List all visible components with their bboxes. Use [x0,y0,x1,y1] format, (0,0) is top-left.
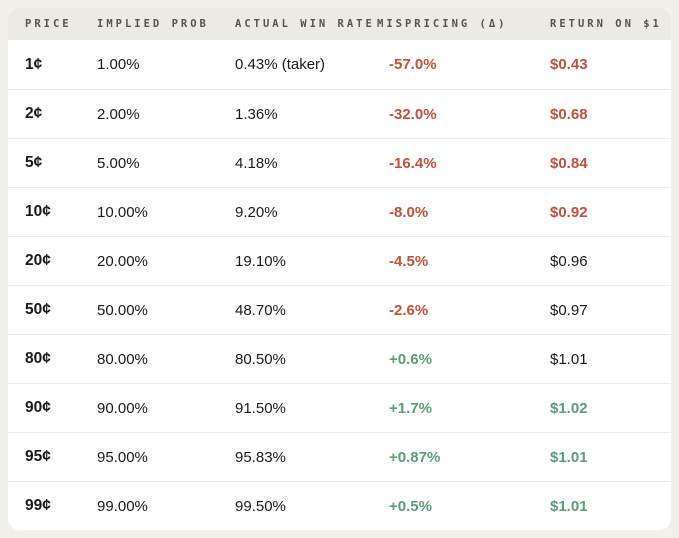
table-row: 80¢ 80.00% 80.50% +0.6% $1.01 [8,334,671,383]
return-on-1-cell: $0.96 [550,252,588,270]
actual-win-rate-cell: 91.50% [235,399,286,417]
price-cell: 10¢ [25,203,51,220]
table-row: 50¢ 50.00% 48.70% -2.6% $0.97 [8,285,671,334]
mispricing-cell: -57.0% [389,56,437,73]
return-on-1-cell: $0.84 [550,154,588,172]
mispricing-cell: -16.4% [389,154,437,172]
actual-win-rate-cell: 4.18% [235,154,278,172]
actual-win-rate-cell: 80.50% [235,350,286,368]
implied-prob-cell: 80.00% [97,350,148,368]
price-cell: 95¢ [25,448,51,465]
price-cell: 1¢ [25,55,43,73]
price-cell: 5¢ [25,154,43,171]
return-on-1-cell: $0.43 [550,56,588,73]
actual-win-rate-cell: 0.43% (taker) [235,56,326,73]
price-cell: 2¢ [25,105,43,122]
table-header-row: PRICE IMPLIED PROB ACTUAL WIN RATE MISPR… [8,8,671,40]
actual-win-rate-cell: 99.50% [235,497,286,515]
mispricing-cell: -8.0% [389,203,429,221]
pricing-table-card: PRICE IMPLIED PROB ACTUAL WIN RATE MISPR… [8,8,671,530]
implied-prob-cell: 2.00% [97,105,140,123]
table-row: 5¢ 5.00% 4.18% -16.4% $0.84 [8,138,671,187]
actual-win-rate-cell: 95.83% [235,448,286,466]
return-on-1-cell: $1.01 [550,497,588,515]
actual-win-rate-cell: 9.20% [235,203,278,221]
price-cell: 90¢ [25,399,51,416]
mispricing-cell: -32.0% [389,105,437,123]
table-row: 95¢ 95.00% 95.83% +0.87% $1.01 [8,432,671,481]
return-on-1-cell: $0.97 [550,301,588,319]
column-header-mispricing: MISPRICING (Δ) [377,18,508,30]
price-cell: 20¢ [25,252,51,269]
table-row: 1¢ 1.00% 0.43% (taker) -57.0% $0.43 [8,40,671,89]
implied-prob-cell: 10.00% [97,203,148,221]
mispricing-cell: -2.6% [389,301,429,319]
implied-prob-cell: 1.00% [97,56,140,73]
implied-prob-cell: 5.00% [97,154,140,172]
return-on-1-cell: $0.92 [550,203,588,221]
mispricing-cell: +1.7% [389,399,432,417]
return-on-1-cell: $0.68 [550,105,588,123]
implied-prob-cell: 20.00% [97,252,148,270]
column-header-price: PRICE [25,18,72,30]
mispricing-cell: +0.5% [389,497,432,515]
implied-prob-cell: 99.00% [97,497,148,515]
mispricing-cell: +0.6% [389,350,432,368]
mispricing-cell: -4.5% [389,252,429,270]
actual-win-rate-cell: 48.70% [235,301,286,319]
actual-win-rate-cell: 19.10% [235,252,286,270]
table-row: 2¢ 2.00% 1.36% -32.0% $0.68 [8,89,671,138]
implied-prob-cell: 90.00% [97,399,148,417]
price-cell: 80¢ [25,350,51,367]
return-on-1-cell: $1.02 [550,399,588,417]
actual-win-rate-cell: 1.36% [235,105,278,123]
implied-prob-cell: 95.00% [97,448,148,466]
table-row: 10¢ 10.00% 9.20% -8.0% $0.92 [8,187,671,236]
column-header-actual-win-rate: ACTUAL WIN RATE [235,18,375,30]
table-row: 99¢ 99.00% 99.50% +0.5% $1.01 [8,481,671,530]
mispricing-cell: +0.87% [389,448,441,466]
table-body: 1¢ 1.00% 0.43% (taker) -57.0% $0.43 2¢ 2.00% 1.… [8,40,671,530]
column-header-return-on-1: RETURN ON $1 [550,18,662,30]
table-row: 90¢ 90.00% 91.50% +1.7% $1.02 [8,383,671,432]
column-header-implied-prob: IMPLIED PROB [97,18,209,30]
return-on-1-cell: $1.01 [550,448,588,466]
table-row: 20¢ 20.00% 19.10% -4.5% $0.96 [8,236,671,285]
price-cell: 99¢ [25,497,51,514]
price-cell: 50¢ [25,301,51,318]
implied-prob-cell: 50.00% [97,301,148,319]
return-on-1-cell: $1.01 [550,350,588,368]
